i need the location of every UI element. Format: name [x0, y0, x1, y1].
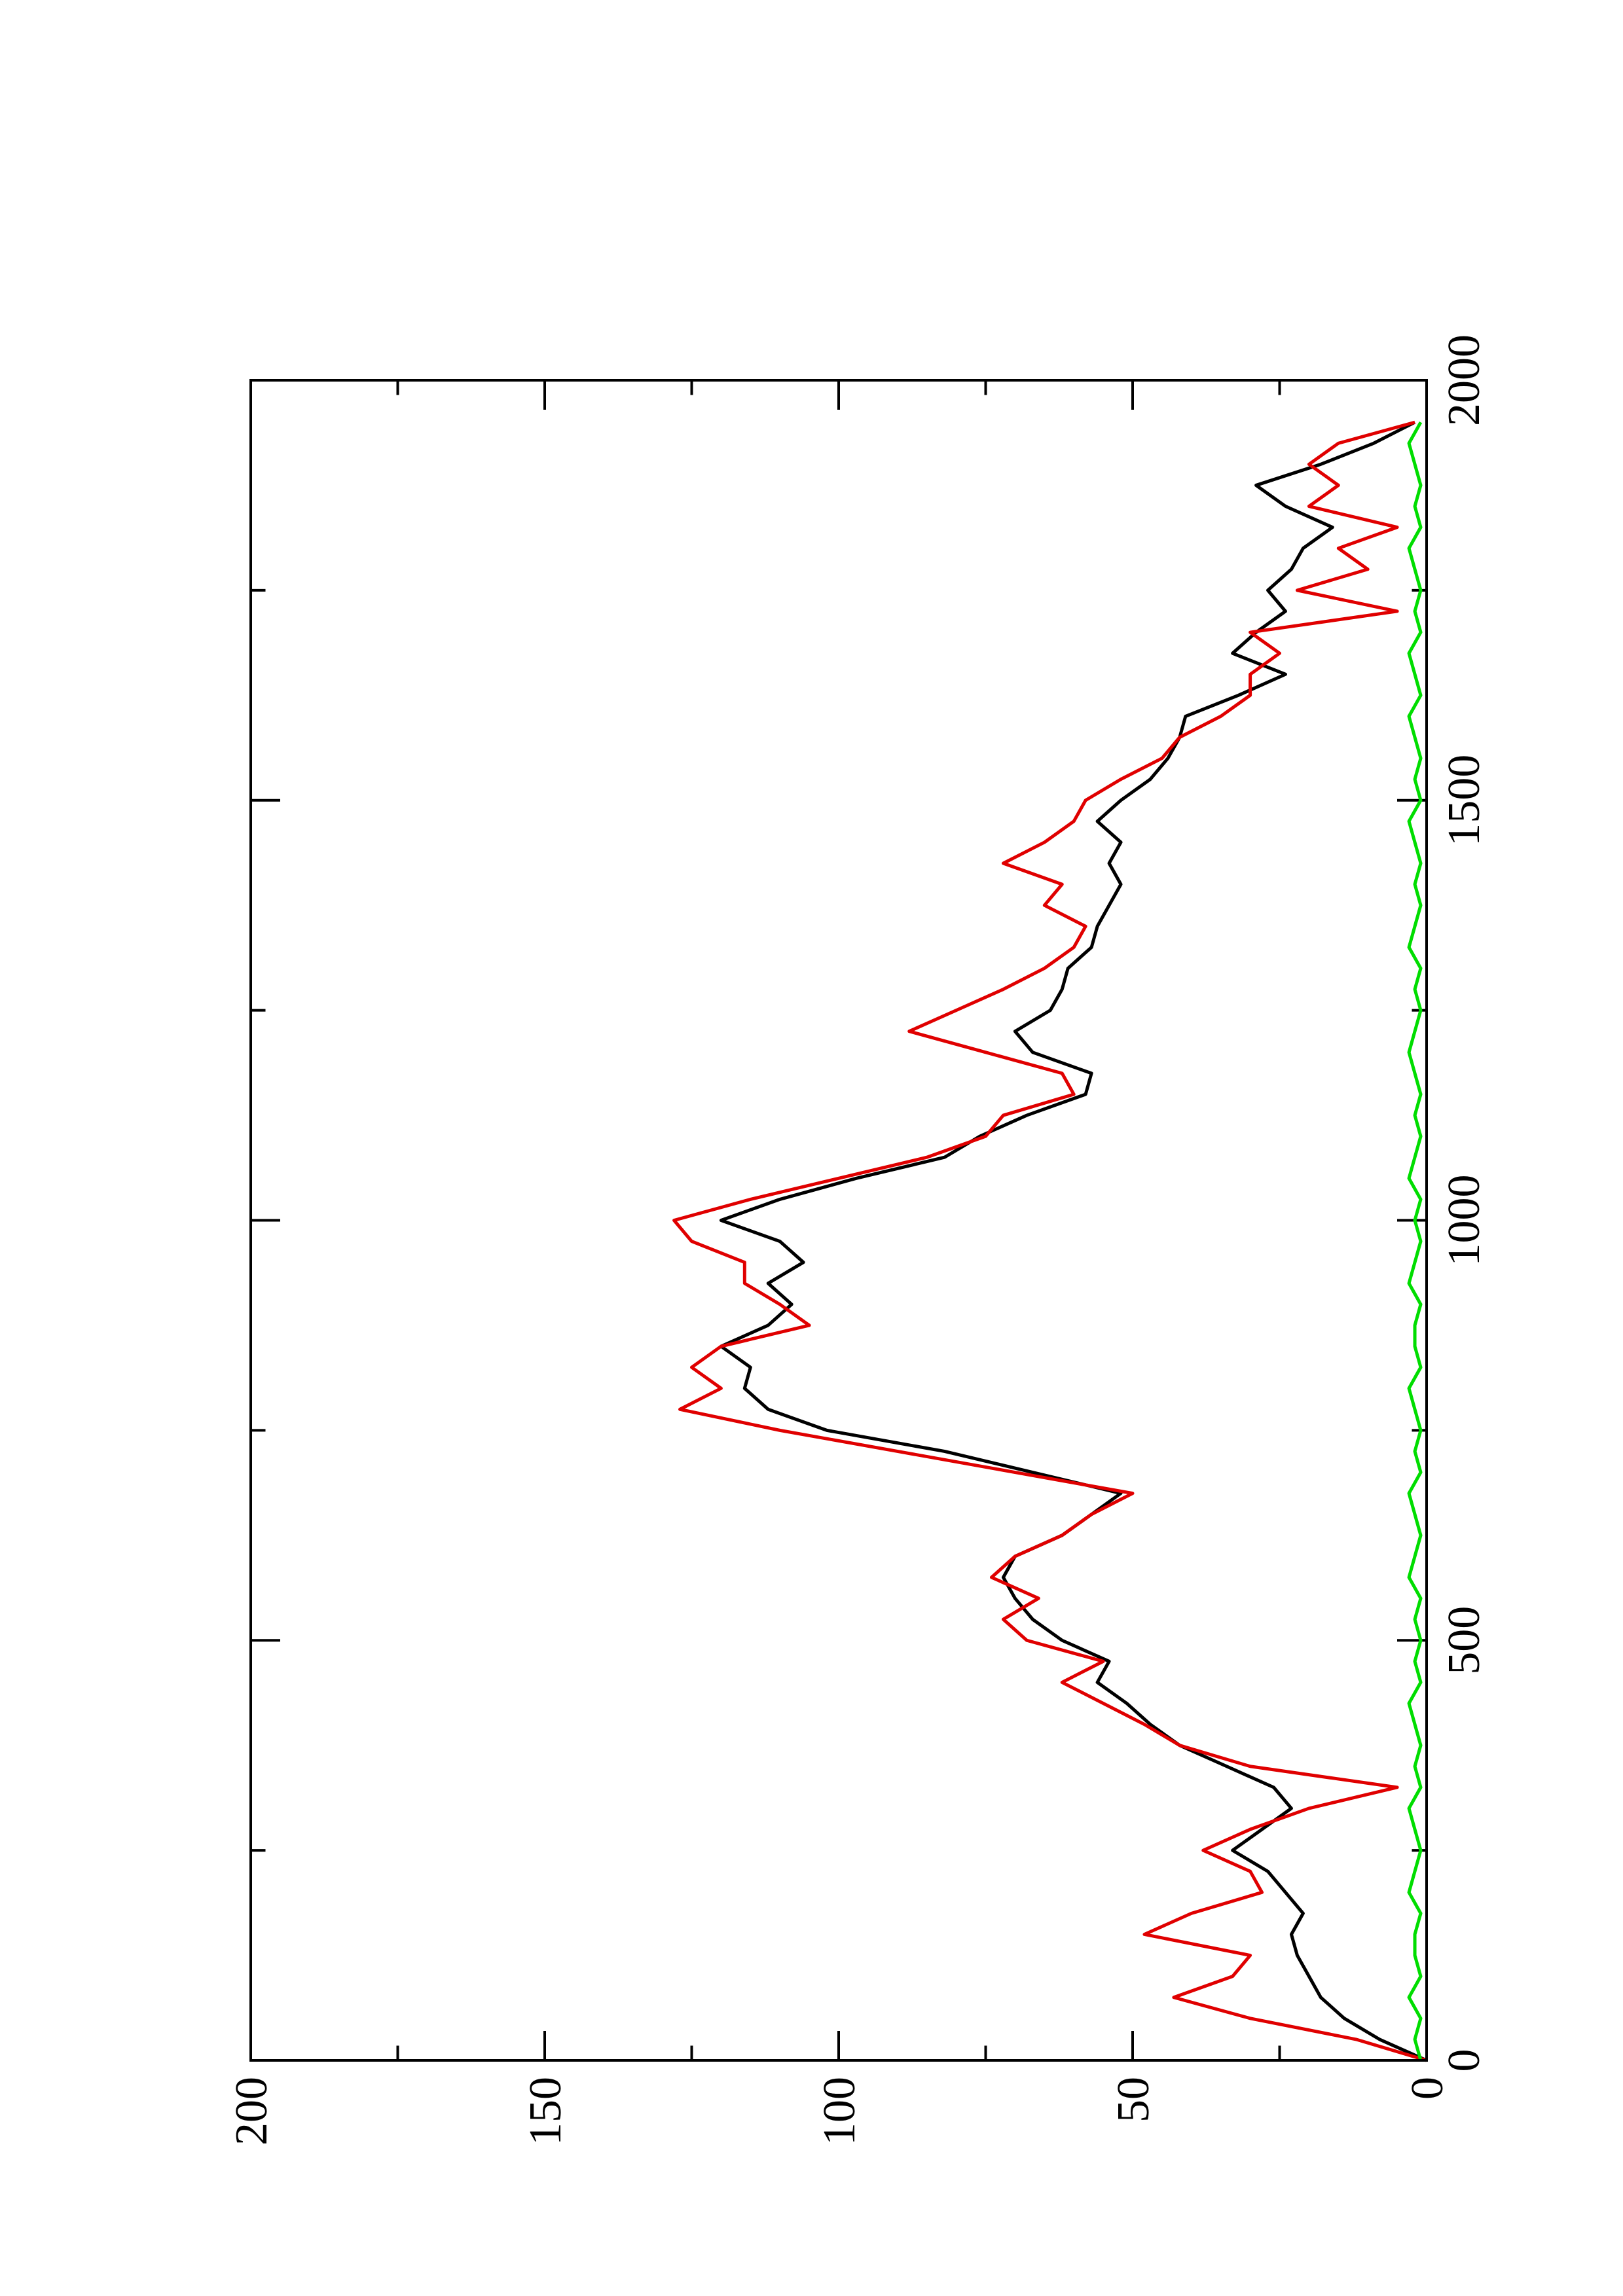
y-tick-label: 150	[520, 2077, 571, 2145]
y-tick-label: 200	[227, 2077, 277, 2145]
plot-frame	[249, 379, 1428, 2062]
data-line	[1407, 421, 1423, 2061]
y-tick-label: 50	[1108, 2077, 1159, 2123]
data-line	[672, 420, 1427, 2062]
data-line	[719, 420, 1428, 2062]
plot: 0 500 1000 1500 2000 0 50 100 150 200	[227, 334, 1489, 2145]
x-tick-label: 2000	[1439, 334, 1489, 426]
x-tick-label: 1000	[1439, 1175, 1489, 1266]
x-tick-label: 500	[1439, 1606, 1489, 1675]
x-tick-label: 0	[1439, 2049, 1489, 2072]
x-tick-label: 1500	[1439, 755, 1489, 846]
y-tick-label: 0	[1402, 2077, 1453, 2100]
y-tick-label: 100	[814, 2077, 865, 2145]
